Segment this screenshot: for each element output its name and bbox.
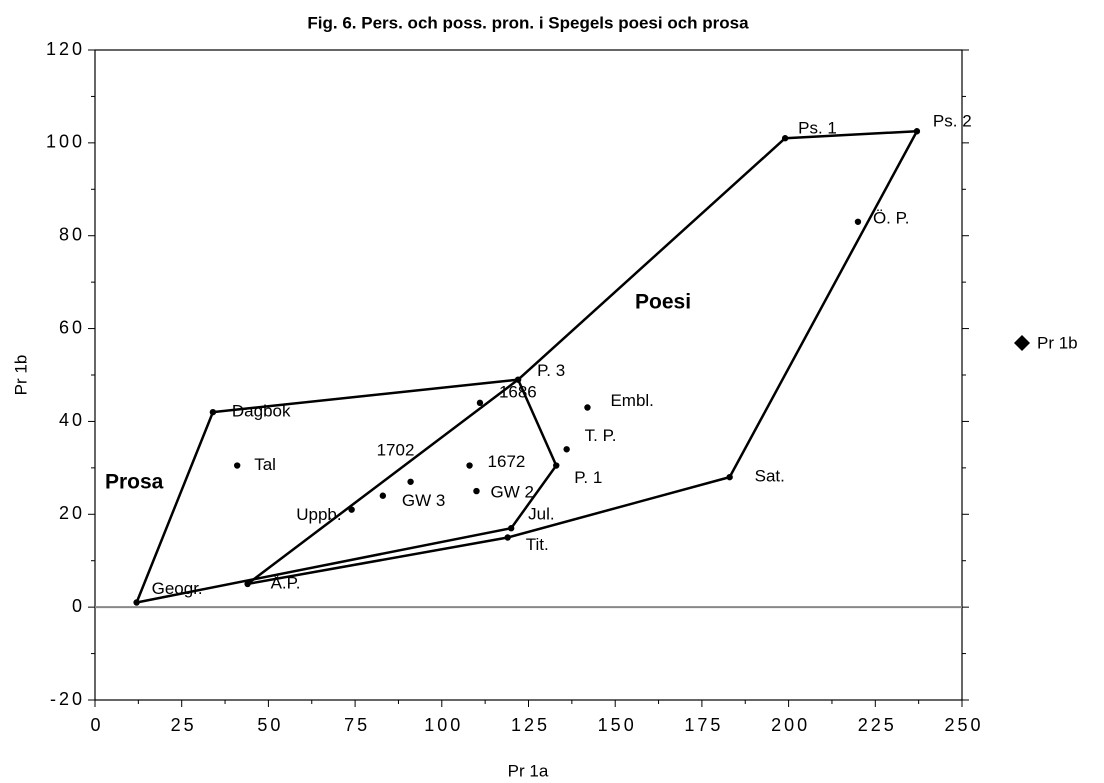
point-label: Geogr. [152,579,203,598]
point [473,487,480,495]
point [563,446,570,453]
y-tick-label: -20 [50,689,85,709]
point-label: Jul. [528,505,554,524]
point [913,128,921,135]
x-tick-label: 250 [944,715,983,735]
region-outline [246,130,919,586]
x-tick-label: 75 [344,715,370,735]
x-tick-label: 225 [858,715,897,735]
point-label: Tal [254,455,276,474]
point [209,408,217,416]
point [466,462,473,469]
chart-title: Fig. 6. Pers. och poss. pron. i Spegels … [307,13,749,32]
point-label: 1672 [488,452,526,471]
x-tick-label: 50 [257,715,283,735]
point-label: Tit. [526,535,549,554]
point-label: Uppb. [296,505,341,524]
point [233,462,241,469]
region-outline [135,378,558,604]
point [504,534,511,541]
point-label: P. 3 [537,361,565,380]
x-tick-label: 25 [171,715,197,735]
point-label: 1686 [499,382,537,401]
point [514,376,522,383]
point [854,218,862,225]
y-tick-label: 20 [59,503,85,523]
point [379,492,387,499]
x-tick-label: 125 [511,715,550,735]
y-axis-label: Pr 1b [11,355,30,396]
point [553,462,560,469]
point-label: Dagbok [232,402,291,421]
x-tick-label: 175 [684,715,723,735]
point-label: GW 3 [402,491,445,510]
point [584,404,591,411]
point [407,478,414,485]
point [476,399,484,407]
point [781,135,789,142]
y-tick-label: 80 [59,224,85,244]
x-tick-label: 150 [598,715,637,735]
legend-label: Pr 1b [1037,333,1078,352]
point-label: Embl. [610,391,653,410]
y-tick-label: 120 [46,39,85,59]
point [348,506,355,513]
x-tick-label: 100 [424,715,463,735]
point-label: Ö. P. [873,208,910,227]
point-label: Ps. 2 [933,112,972,131]
point [133,599,140,606]
region-label: Prosa [105,471,164,494]
x-axis-label: Pr 1a [508,761,549,780]
y-tick-label: 0 [72,596,85,616]
point-label: Sat. [755,467,785,486]
point [726,473,733,481]
plot-frame [94,49,963,701]
point [244,580,251,588]
point-label: P. 1 [574,468,602,487]
y-tick-label: 40 [59,410,85,430]
y-tick-label: 100 [46,132,85,152]
point-label: 1702 [377,440,415,459]
x-tick-label: 200 [771,715,810,735]
point-label: T. P. [585,426,617,445]
legend-marker [1014,335,1030,351]
y-tick-label: 60 [59,317,85,337]
point [507,525,515,532]
region-label: Poesi [635,291,691,314]
point-label: Ps. 1 [798,119,837,138]
point-label: GW 2 [490,483,533,502]
point-label: Å.P. [271,573,301,592]
x-tick-label: 0 [90,715,103,735]
